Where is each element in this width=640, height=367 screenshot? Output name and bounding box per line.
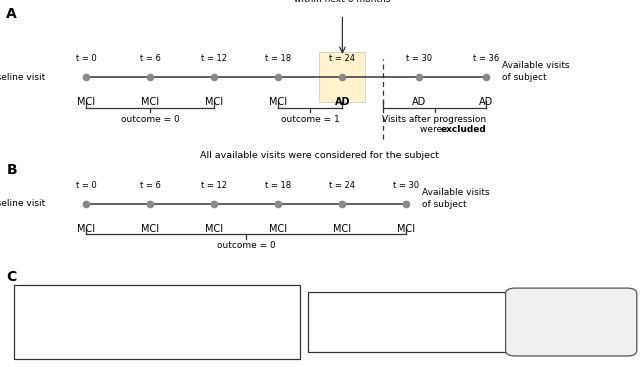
Text: gt_aux_score (t) = score at t +1: gt_aux_score (t) = score at t +1 <box>318 326 474 335</box>
Text: outcome (t) = 1 (progress in next visit): outcome (t) = 1 (progress in next visit) <box>24 316 209 326</box>
Text: Available visits
of subject: Available visits of subject <box>422 188 490 208</box>
Text: for timepoint t = 1,2,3....T hours:: for timepoint t = 1,2,3....T hours: <box>24 293 163 302</box>
Text: t = 30: t = 30 <box>394 181 419 190</box>
Text: MCI: MCI <box>205 224 223 234</box>
Text: MCI: MCI <box>141 224 159 234</box>
Text: MCI: MCI <box>205 97 223 107</box>
Text: AD: AD <box>412 97 426 107</box>
Text: C: C <box>6 270 17 284</box>
Text: •  Visual-spatial: • Visual-spatial <box>525 338 593 347</box>
Text: MCI: MCI <box>141 97 159 107</box>
Text: if diagnosis_label (t+1) == AD:: if diagnosis_label (t+1) == AD: <box>24 305 166 314</box>
Text: Visits after progression: Visits after progression <box>383 115 486 124</box>
Text: MCI: MCI <box>77 97 95 107</box>
Text: •  Memory: • Memory <box>525 302 570 311</box>
Text: A: A <box>6 7 17 21</box>
Text: outcome (t) = 0 (not progress in next visit): outcome (t) = 0 (not progress in next vi… <box>24 340 214 349</box>
Text: outcome = 0: outcome = 0 <box>121 115 180 124</box>
Text: t = 30: t = 30 <box>406 54 432 63</box>
Text: MCI: MCI <box>269 224 287 234</box>
FancyBboxPatch shape <box>506 288 637 356</box>
Text: were: were <box>420 125 445 134</box>
Text: t = 6: t = 6 <box>140 54 161 63</box>
Text: else:: else: <box>24 328 44 337</box>
Text: t = 24: t = 24 <box>330 181 355 190</box>
FancyBboxPatch shape <box>14 285 300 359</box>
Text: t = 12: t = 12 <box>202 54 227 63</box>
Text: t = 18: t = 18 <box>266 54 291 63</box>
Text: subject will progress to AD
within next 6 months: subject will progress to AD within next … <box>282 0 403 4</box>
Text: t = 18: t = 18 <box>266 181 291 190</box>
Text: t = 0: t = 0 <box>76 181 97 190</box>
Text: AD: AD <box>335 97 350 107</box>
Text: for timepoint t = 0,6,12....T months:: for timepoint t = 0,6,12....T months: <box>318 315 481 324</box>
Text: •  Executive: • Executive <box>525 314 577 323</box>
Text: excluded: excluded <box>441 125 486 134</box>
Text: t = 12: t = 12 <box>202 181 227 190</box>
Text: Baseline visit: Baseline visit <box>0 73 45 81</box>
Text: AD: AD <box>479 97 493 107</box>
Text: MCI: MCI <box>269 97 287 107</box>
FancyBboxPatch shape <box>308 292 508 352</box>
Text: for comp_cog task= 1, 2, 3, 4:: for comp_cog task= 1, 2, 3, 4: <box>318 303 445 312</box>
Text: •  Language: • Language <box>525 326 578 335</box>
Text: t = 0: t = 0 <box>76 54 97 63</box>
Text: t = 36: t = 36 <box>473 54 500 63</box>
Text: MCI: MCI <box>397 224 415 234</box>
Text: t = 6: t = 6 <box>140 181 161 190</box>
Text: outcome = 0: outcome = 0 <box>217 241 276 251</box>
Text: MCI: MCI <box>77 224 95 234</box>
Text: t = 24: t = 24 <box>330 54 355 63</box>
Text: All available visits were considered for the subject: All available visits were considered for… <box>200 150 440 160</box>
FancyBboxPatch shape <box>319 52 365 102</box>
Text: outcome = 1: outcome = 1 <box>281 115 340 124</box>
Text: Baseline visit: Baseline visit <box>0 199 45 208</box>
Text: MCI: MCI <box>333 224 351 234</box>
Text: B: B <box>6 163 17 177</box>
Text: Available visits
of subject: Available visits of subject <box>502 61 570 82</box>
